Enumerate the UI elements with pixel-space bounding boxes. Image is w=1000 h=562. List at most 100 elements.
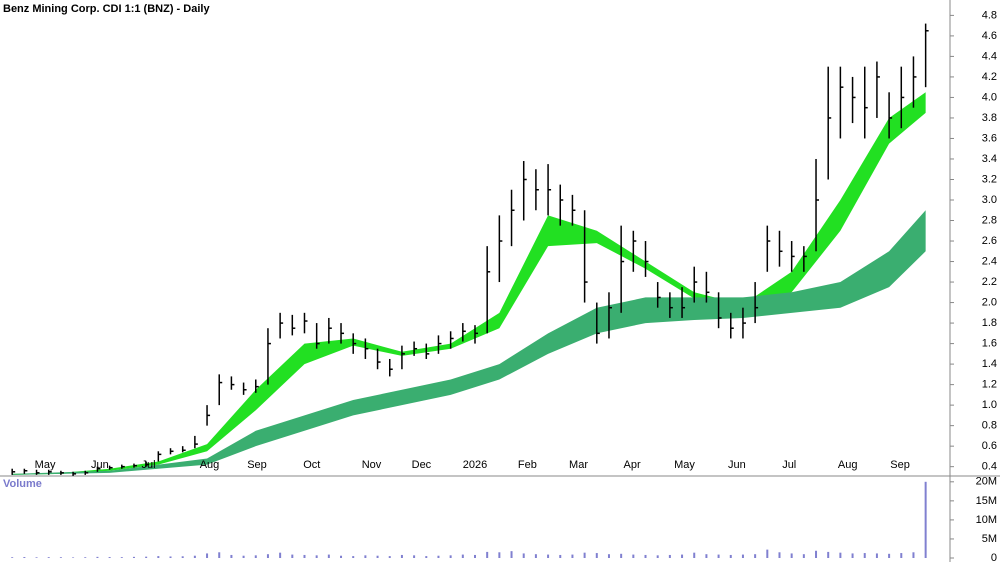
- volume-bar: [851, 553, 854, 558]
- volume-bar: [595, 553, 598, 558]
- y-tick-label: 4.4: [982, 50, 997, 62]
- volume-bar: [218, 552, 221, 558]
- volume-bar: [352, 556, 355, 558]
- x-tick-label: Jul: [782, 459, 796, 471]
- x-tick-label: May: [674, 459, 695, 471]
- volume-bar: [120, 557, 123, 558]
- y-tick-label: 4.0: [982, 91, 997, 103]
- volume-bar: [547, 554, 550, 558]
- volume-bar: [912, 552, 915, 558]
- volume-bar: [376, 555, 379, 558]
- volume-bar: [242, 555, 245, 558]
- volume-bar: [108, 557, 111, 558]
- y-tick-label: 1.4: [982, 358, 997, 370]
- y-tick-label: 3.8: [982, 112, 997, 124]
- volume-bar: [559, 554, 562, 558]
- y-tick-label: 2.8: [982, 214, 997, 226]
- volume-bar: [522, 553, 525, 558]
- volume-y-tick-label: 20M: [976, 476, 997, 488]
- y-tick-label: 4.2: [982, 71, 997, 83]
- y-tick-label: 4.6: [982, 30, 997, 42]
- x-tick-label: Aug: [838, 459, 858, 471]
- y-tick-label: 1.0: [982, 399, 997, 411]
- y-tick-label: 0.6: [982, 440, 997, 452]
- volume-bar: [717, 554, 720, 558]
- x-tick-label: Sep: [247, 459, 267, 471]
- volume-bar: [388, 556, 391, 558]
- volume-bar: [888, 553, 891, 558]
- volume-bar: [754, 554, 757, 558]
- volume-bar: [510, 551, 513, 558]
- volume-bar: [461, 554, 464, 558]
- y-tick-label: 2.0: [982, 296, 997, 308]
- y-tick-label: 3.6: [982, 132, 997, 144]
- y-tick-label: 3.4: [982, 153, 997, 165]
- y-tick-label: 0.8: [982, 420, 997, 432]
- volume-y-tick-label: 0: [991, 552, 997, 562]
- volume-bar: [400, 554, 403, 558]
- volume-bar: [169, 556, 172, 558]
- volume-bar: [778, 552, 781, 558]
- volume-bar: [72, 557, 75, 558]
- volume-bar: [449, 555, 452, 558]
- y-tick-label: 3.0: [982, 194, 997, 206]
- volume-bar: [924, 481, 927, 558]
- volume-bar: [437, 555, 440, 558]
- volume-bar: [668, 554, 671, 558]
- volume-bar: [96, 556, 99, 558]
- y-tick-label: 0.4: [982, 461, 997, 473]
- volume-bar: [425, 556, 428, 558]
- x-tick-label: Apr: [624, 459, 641, 471]
- volume-bar: [607, 554, 610, 558]
- volume-bar: [571, 554, 574, 558]
- volume-bar: [23, 557, 26, 558]
- volume-bar: [620, 553, 623, 558]
- volume-bar: [84, 557, 87, 558]
- volume-y-tick-label: 10M: [976, 514, 997, 526]
- volume-bar: [534, 554, 537, 558]
- volume-bar: [474, 554, 476, 558]
- volume-bar: [230, 554, 233, 558]
- volume-bar: [486, 551, 489, 558]
- volume-bar: [315, 555, 318, 558]
- volume-bar: [193, 555, 196, 558]
- volume-bar: [364, 555, 367, 558]
- volume-bar: [59, 557, 62, 558]
- x-tick-label: Jun: [91, 459, 109, 471]
- x-tick-label: Feb: [518, 459, 537, 471]
- volume-bar: [583, 552, 586, 558]
- x-tick-label: Jun: [728, 459, 746, 471]
- x-tick-label: 2026: [463, 459, 487, 471]
- y-tick-label: 4.8: [982, 9, 997, 21]
- x-tick-label: Mar: [569, 459, 588, 471]
- volume-bar: [705, 554, 708, 558]
- volume-bar: [875, 553, 878, 558]
- x-tick-label: Aug: [200, 459, 220, 471]
- volume-bar: [413, 555, 416, 558]
- x-tick-label: May: [35, 459, 56, 471]
- y-tick-label: 2.6: [982, 235, 997, 247]
- volume-bar: [900, 553, 903, 558]
- volume-bar: [11, 557, 14, 558]
- volume-bar: [802, 554, 805, 558]
- volume-bar: [303, 554, 306, 558]
- volume-bar: [266, 554, 269, 558]
- volume-bar: [47, 557, 50, 558]
- x-tick-label: Oct: [303, 459, 320, 471]
- volume-bar: [327, 554, 330, 558]
- volume-bar: [254, 555, 257, 558]
- volume-bar: [863, 553, 866, 558]
- y-tick-label: 2.2: [982, 276, 997, 288]
- volume-bar: [741, 554, 744, 558]
- volume-bar: [157, 556, 160, 558]
- volume-bar: [644, 554, 647, 558]
- volume-y-tick-label: 15M: [976, 495, 997, 507]
- volume-bar: [729, 554, 732, 558]
- y-tick-label: 1.6: [982, 337, 997, 349]
- volume-bar: [766, 549, 769, 558]
- volume-bar: [790, 553, 793, 558]
- volume-bar: [656, 555, 659, 558]
- volume-bar: [693, 552, 696, 558]
- volume-bar: [632, 554, 635, 558]
